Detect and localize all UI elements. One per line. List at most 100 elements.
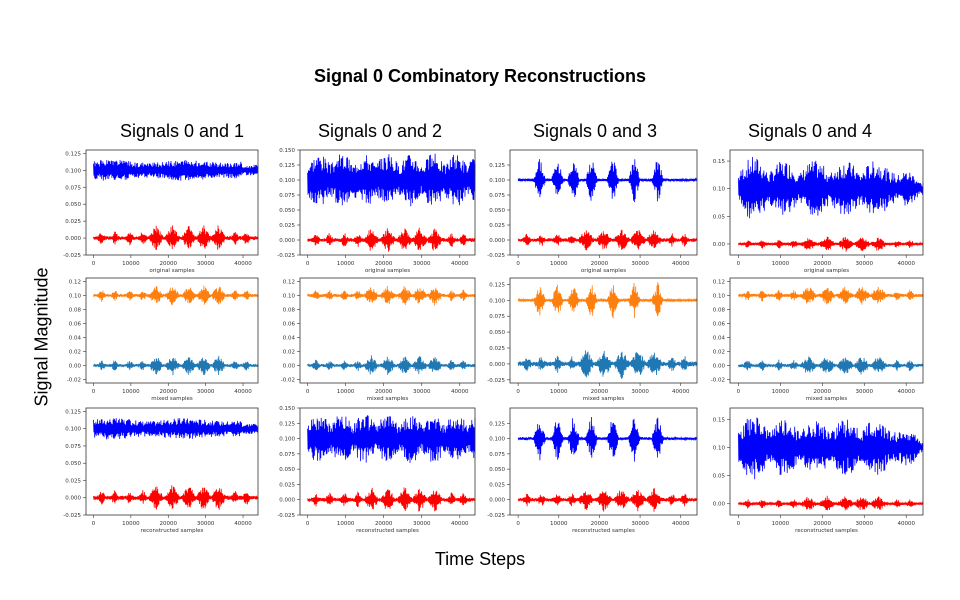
series-red <box>738 236 924 252</box>
x-tick-label: 0 <box>92 521 96 527</box>
x-tick-label: 10000 <box>337 261 355 267</box>
y-tick-label: 0.125 <box>279 421 295 427</box>
x-tick-label: 40000 <box>672 261 690 267</box>
subplot-r3-c4: 0 10000 20000 30000 40000 0.00 0.05 0.10 0.15 rec… <box>713 407 924 534</box>
y-tick-label: 0.000 <box>489 362 505 368</box>
subplot-x-label: reconstructed samples <box>795 528 858 534</box>
figure-title: Signal 0 Combinatory Reconstructions <box>313 66 647 86</box>
column-title-2: Signals 0 and 2 <box>317 121 443 141</box>
y-tick-label: 0.08 <box>69 308 82 314</box>
y-tick-label: 0.050 <box>65 461 81 467</box>
y-tick-label: 0.06 <box>283 322 296 328</box>
column-title-4: Signals 0 and 4 <box>747 121 873 141</box>
x-tick-label: 10000 <box>772 521 790 527</box>
y-tick-label: 0.150 <box>279 148 295 154</box>
subplot-x-label: mixed samples <box>583 396 625 402</box>
axes-frame <box>85 149 259 256</box>
y-tick-label: 0.025 <box>65 478 81 484</box>
y-tick-label: 0.04 <box>283 336 296 342</box>
x-tick-label: 10000 <box>337 521 355 527</box>
y-tick-label: -0.025 <box>63 253 81 259</box>
axes-frame <box>299 407 476 516</box>
x-tick-label: 20000 <box>375 261 393 267</box>
x-tick-label: 20000 <box>814 389 832 395</box>
x-tick-label: 0 <box>306 389 310 395</box>
y-tick-label: 0.075 <box>65 185 81 191</box>
x-tick-label: 10000 <box>772 261 790 267</box>
series-blue <box>307 153 476 207</box>
y-tick-label: 0.15 <box>713 417 726 423</box>
series-red <box>517 229 698 251</box>
x-tick-label: 40000 <box>672 389 690 395</box>
y-tick-label: 0.100 <box>489 437 505 443</box>
x-tick-label: 0 <box>516 389 520 395</box>
y-tick-label: 0.150 <box>279 406 295 412</box>
x-tick-label: 10000 <box>122 261 140 267</box>
x-tick-label: 40000 <box>672 521 690 527</box>
axes-frame <box>509 407 698 516</box>
x-tick-label: 0 <box>516 521 520 527</box>
x-tick-label: 10000 <box>772 389 790 395</box>
column-title-1: Signals 0 and 1 <box>119 121 245 141</box>
column-title-3: Signals 0 and 3 <box>532 121 658 141</box>
subplot-x-label: mixed samples <box>806 396 848 402</box>
series-blue <box>738 417 924 480</box>
x-tick-label: 20000 <box>375 389 393 395</box>
series-orange <box>738 286 924 305</box>
x-tick-label: 30000 <box>197 521 215 527</box>
x-tick-label: 10000 <box>337 389 355 395</box>
y-tick-label: 0.04 <box>69 336 82 342</box>
y-tick-label: 0.025 <box>279 223 295 229</box>
x-tick-label: 30000 <box>631 521 649 527</box>
y-tick-label: 0.125 <box>489 163 505 169</box>
series-blue <box>517 416 698 462</box>
x-tick-label: 40000 <box>451 389 469 395</box>
y-tick-label: 0.075 <box>279 193 295 199</box>
x-tick-label: 40000 <box>234 521 252 527</box>
series-red <box>738 495 924 511</box>
x-tick-label: 30000 <box>197 389 215 395</box>
subplot-x-label: reconstructed samples <box>356 528 419 534</box>
axes-frame <box>729 149 924 256</box>
subplot-x-label: original samples <box>149 268 194 274</box>
subplot-x-label: reconstructed samples <box>572 528 635 534</box>
y-tick-label: 0.08 <box>713 308 726 314</box>
y-tick-label: 0.025 <box>489 482 505 488</box>
y-tick-label: 0.00 <box>69 364 82 370</box>
y-tick-label: 0.08 <box>283 308 296 314</box>
axes-frame <box>509 277 698 384</box>
x-tick-label: 30000 <box>413 521 431 527</box>
y-tick-label: 0.100 <box>489 298 505 304</box>
subplot-r1-c4: 0 10000 20000 30000 40000 0.00 0.05 0.10 0.15 ori… <box>713 149 924 274</box>
y-tick-label: 0.125 <box>65 409 81 415</box>
x-tick-label: 30000 <box>631 389 649 395</box>
x-tick-label: 0 <box>516 261 520 267</box>
y-tick-label: 0.10 <box>713 445 726 451</box>
series-orange <box>93 285 259 306</box>
y-tick-label: 0.12 <box>69 280 81 286</box>
y-tick-label: 0.12 <box>283 280 295 286</box>
series-blue <box>93 159 259 181</box>
y-tick-label: 0.075 <box>489 193 505 199</box>
subplot-x-label: original samples <box>804 268 849 274</box>
y-tick-label: 0.02 <box>713 350 725 356</box>
series-blue <box>93 418 259 440</box>
x-tick-label: 20000 <box>591 261 609 267</box>
y-tick-label: 0.00 <box>713 242 726 248</box>
x-axis-label: Time Steps <box>434 549 526 569</box>
x-tick-label: 10000 <box>122 521 140 527</box>
x-tick-label: 40000 <box>234 261 252 267</box>
y-tick-label: 0.000 <box>279 238 295 244</box>
series-steelblue <box>307 355 476 375</box>
x-tick-label: 10000 <box>550 389 568 395</box>
y-tick-label: 0.02 <box>69 350 81 356</box>
series-blue <box>517 159 698 203</box>
y-tick-label: 0.15 <box>713 159 726 165</box>
series-red <box>93 485 259 510</box>
y-tick-label: 0.025 <box>279 482 295 488</box>
y-tick-label: 0.100 <box>279 178 295 184</box>
y-tick-label: 0.000 <box>489 498 505 504</box>
series-steelblue <box>517 350 698 379</box>
